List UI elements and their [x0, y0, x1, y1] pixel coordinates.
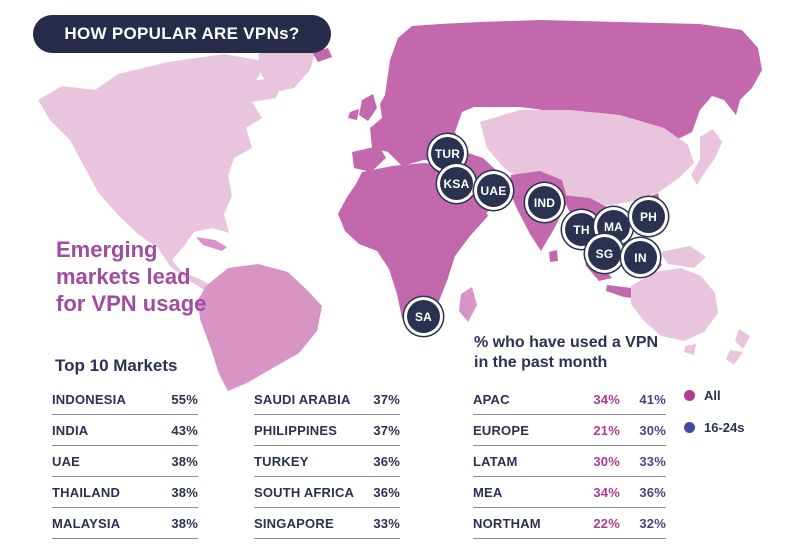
- table-row: LATAM 30% 33%: [473, 446, 666, 477]
- table-row: PHILIPPINES 37%: [254, 415, 400, 446]
- region-label: EUROPE: [473, 422, 530, 438]
- usage-title-line-2: in the past month: [474, 354, 608, 371]
- usage-title-line-1: % who have used a VPN: [474, 334, 659, 351]
- table-row: INDIA 43%: [52, 415, 198, 446]
- all-value: 34%: [593, 484, 620, 500]
- market-label: SAUDI ARABIA: [254, 391, 351, 407]
- market-label: TURKEY: [254, 453, 309, 469]
- legend-item-all: All: [684, 388, 744, 403]
- map-marker-ind: IND: [528, 186, 561, 219]
- legend-label: All: [704, 388, 721, 403]
- market-value: 43%: [171, 422, 198, 438]
- map-sri-lanka: [549, 250, 558, 262]
- young-value: 30%: [639, 422, 666, 438]
- legend-item-16-24s: 16-24s: [684, 420, 744, 435]
- map-south-america: [198, 264, 322, 391]
- map-uk: [359, 94, 377, 121]
- usage-table: APAC 34% 41% EUROPE 21% 30% LATAM 30% 33% MEA 3…: [473, 384, 666, 539]
- table-row: SAUDI ARABIA 37%: [254, 384, 400, 415]
- table-row: EUROPE 21% 30%: [473, 415, 666, 446]
- market-value: 37%: [373, 391, 400, 407]
- map-marker-in: IN: [624, 241, 657, 274]
- top10-column-1: INDONESIA 55% INDIA 43% UAE 38% THAILAND 38%…: [52, 384, 198, 539]
- market-value: 38%: [171, 484, 198, 500]
- map-australia: [631, 268, 718, 341]
- market-label: SINGAPORE: [254, 515, 334, 531]
- table-row: APAC 34% 41%: [473, 384, 666, 415]
- young-dot-icon: [684, 422, 695, 433]
- region-label: LATAM: [473, 453, 518, 469]
- map-new-zealand-north: [735, 329, 750, 349]
- table-row: TURKEY 36%: [254, 446, 400, 477]
- table-row: MALAYSIA 38%: [52, 508, 198, 539]
- map-japan: [691, 129, 722, 185]
- market-value: 38%: [171, 453, 198, 469]
- all-value: 34%: [593, 391, 620, 407]
- map-marker-ma: MA: [597, 210, 630, 243]
- map-iberia: [352, 146, 386, 172]
- region-label: APAC: [473, 391, 510, 407]
- young-value: 32%: [639, 515, 666, 531]
- map-marker-tur: TUR: [431, 137, 464, 170]
- map-marker-uae: UAE: [477, 174, 510, 207]
- young-value: 36%: [639, 484, 666, 500]
- all-value: 21%: [593, 422, 620, 438]
- table-row: NORTHAM 22% 32%: [473, 508, 666, 539]
- map-marker-ksa: KSA: [440, 167, 473, 200]
- map-new-zealand-south: [726, 350, 743, 365]
- market-label: SOUTH AFRICA: [254, 484, 355, 500]
- market-value: 55%: [171, 391, 198, 407]
- map-marker-ph: PH: [632, 200, 665, 233]
- table-row: SINGAPORE 33%: [254, 508, 400, 539]
- table-row: UAE 38%: [52, 446, 198, 477]
- top10-title: Top 10 Markets: [55, 356, 178, 375]
- map-africa: [338, 163, 488, 335]
- map-ireland: [348, 109, 359, 120]
- region-label: MEA: [473, 484, 503, 500]
- top10-column-2: SAUDI ARABIA 37% PHILIPPINES 37% TURKEY 36%…: [254, 384, 400, 539]
- map-tasmania: [684, 344, 696, 355]
- table-row: MEA 34% 36%: [473, 477, 666, 508]
- map-marker-sg: SG: [588, 237, 621, 270]
- young-value: 33%: [639, 453, 666, 469]
- market-value: 38%: [171, 515, 198, 531]
- map-marker-sa: SA: [407, 300, 440, 333]
- market-label: UAE: [52, 453, 81, 469]
- headline-line-3: for VPN usage: [56, 291, 207, 316]
- legend-label: 16-24s: [704, 420, 745, 435]
- headline: Emerging markets lead for VPN usage: [56, 236, 266, 317]
- market-value: 37%: [373, 422, 400, 438]
- market-value: 36%: [373, 453, 400, 469]
- region-label: NORTHAM: [473, 515, 541, 531]
- map-caribbean: [196, 237, 227, 251]
- market-label: PHILIPPINES: [254, 422, 338, 438]
- headline-line-2: markets lead: [56, 264, 191, 289]
- title-badge: HOW POPULAR ARE VPNs?: [33, 15, 331, 53]
- market-label: INDONESIA: [52, 391, 127, 407]
- table-row: THAILAND 38%: [52, 477, 198, 508]
- map-greenland: [258, 44, 316, 92]
- headline-line-1: Emerging: [56, 237, 158, 262]
- young-value: 41%: [639, 391, 666, 407]
- page-title: HOW POPULAR ARE VPNs?: [64, 24, 300, 43]
- table-row: SOUTH AFRICA 36%: [254, 477, 400, 508]
- map-north-america: [38, 54, 284, 291]
- market-value: 36%: [373, 484, 400, 500]
- all-value: 22%: [593, 515, 620, 531]
- table-row: INDONESIA 55%: [52, 384, 198, 415]
- all-value: 30%: [593, 453, 620, 469]
- market-label: MALAYSIA: [52, 515, 121, 531]
- usage-title: % who have used a VPN in the past month: [474, 333, 658, 373]
- map-new-guinea: [660, 246, 706, 268]
- market-label: INDIA: [52, 422, 89, 438]
- all-dot-icon: [684, 390, 695, 401]
- legend: All 16-24s: [684, 388, 744, 452]
- map-madagascar: [459, 287, 477, 322]
- market-value: 33%: [373, 515, 400, 531]
- market-label: THAILAND: [52, 484, 121, 500]
